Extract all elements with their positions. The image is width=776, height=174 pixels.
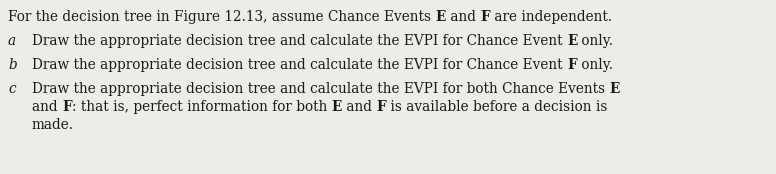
Text: a: a xyxy=(8,34,16,48)
Text: and: and xyxy=(341,100,376,114)
Text: F: F xyxy=(62,100,71,114)
Text: F: F xyxy=(480,10,490,24)
Text: E: E xyxy=(435,10,445,24)
Text: Draw the appropriate decision tree and calculate the EVPI for both Chance Events: Draw the appropriate decision tree and c… xyxy=(32,82,609,96)
Text: c: c xyxy=(8,82,16,96)
Text: E: E xyxy=(331,100,341,114)
Text: F: F xyxy=(376,100,386,114)
Text: made.: made. xyxy=(32,118,74,132)
Text: only.: only. xyxy=(577,34,613,48)
Text: b: b xyxy=(8,58,17,72)
Text: Draw the appropriate decision tree and calculate the EVPI for Chance Event: Draw the appropriate decision tree and c… xyxy=(32,34,567,48)
Text: Draw the appropriate decision tree and calculate the EVPI for Chance Event: Draw the appropriate decision tree and c… xyxy=(32,58,567,72)
Text: are independent.: are independent. xyxy=(490,10,611,24)
Text: is available before a decision is: is available before a decision is xyxy=(386,100,607,114)
Text: only.: only. xyxy=(577,58,612,72)
Text: : that is, perfect information for both: : that is, perfect information for both xyxy=(71,100,331,114)
Text: and: and xyxy=(445,10,480,24)
Text: F: F xyxy=(567,58,577,72)
Text: E: E xyxy=(567,34,577,48)
Text: E: E xyxy=(609,82,620,96)
Text: For the decision tree in Figure 12.13, assume Chance Events: For the decision tree in Figure 12.13, a… xyxy=(8,10,435,24)
Text: and: and xyxy=(32,100,62,114)
